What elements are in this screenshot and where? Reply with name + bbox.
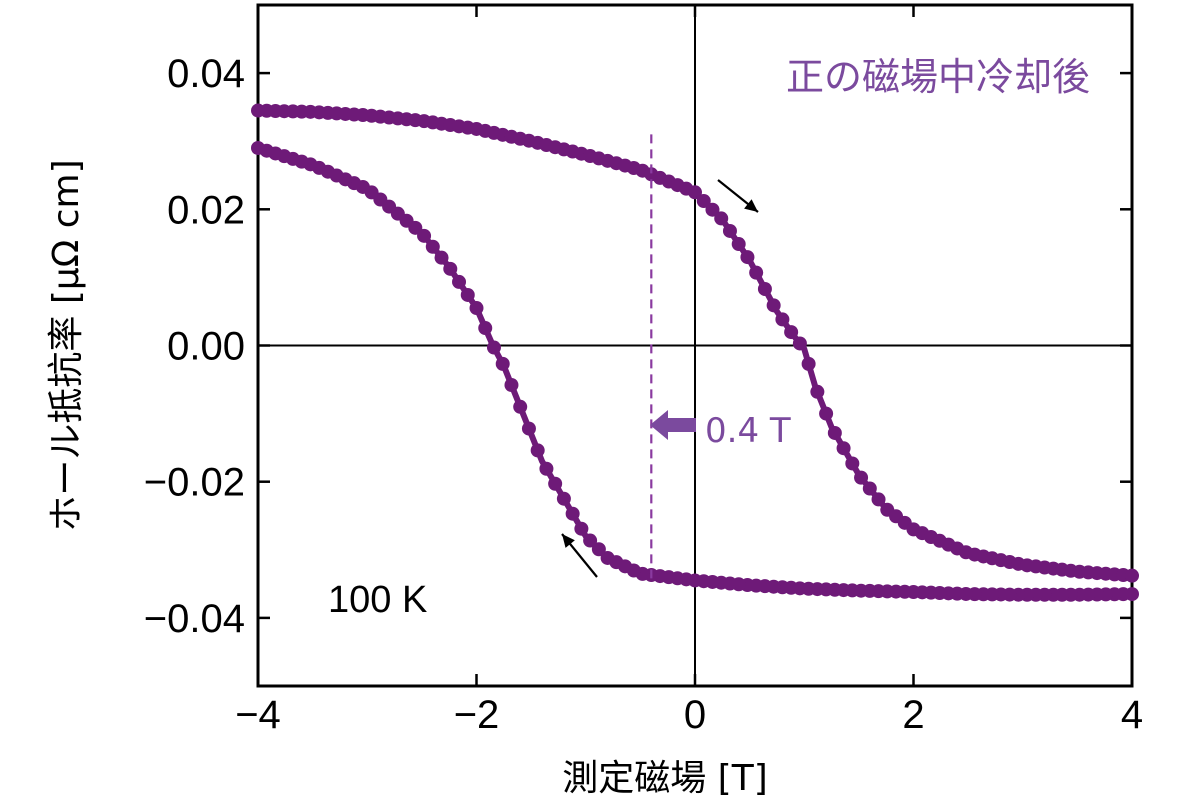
series-2	[251, 141, 1139, 602]
data-point	[521, 421, 536, 436]
series-1	[251, 103, 1139, 583]
data-point	[556, 491, 571, 506]
data-point	[513, 399, 528, 414]
data-point	[251, 141, 265, 156]
data-point	[731, 237, 746, 252]
data-point	[460, 287, 475, 302]
y-tick-label: −0.04	[144, 597, 245, 641]
x-tick-label: −4	[235, 693, 281, 737]
data-point	[749, 265, 764, 280]
x-tick-label: 2	[902, 693, 924, 737]
data-point	[443, 261, 458, 276]
shift-label: 0.4 T	[705, 411, 791, 451]
data-point	[504, 377, 519, 392]
data-point	[530, 443, 545, 458]
x-tick-label: 4	[1121, 693, 1143, 737]
chart-marks: −4 −2 0 2 4 −0.04 −0.02 0.00 0.02 0.04 測定磁場 [T] ホール…	[46, 3, 1143, 799]
data-point	[722, 223, 737, 238]
data-point	[792, 336, 807, 351]
data-point	[495, 356, 510, 371]
data-point	[801, 356, 816, 371]
data-point	[600, 550, 615, 565]
shift-arrow-icon	[650, 410, 696, 440]
data-point	[565, 506, 580, 521]
y-tick-label: 0.00	[167, 325, 245, 369]
data-point	[740, 250, 755, 265]
data-point	[478, 321, 493, 336]
data-point	[810, 384, 825, 399]
arrow-head-icon	[744, 199, 758, 212]
data-point	[452, 274, 467, 289]
sweep-down-arrow	[717, 179, 759, 213]
data-point	[583, 533, 598, 548]
y-tick-label: −0.02	[144, 461, 245, 505]
data-point	[871, 492, 886, 507]
data-point	[705, 202, 720, 217]
data-point	[469, 301, 484, 316]
data-point	[714, 211, 729, 226]
data-point	[591, 542, 606, 557]
chart-overlay: 0.4 T 正の磁場中冷却後 100 K	[328, 55, 1090, 621]
data-point	[784, 325, 799, 340]
data-point	[539, 461, 554, 476]
data-point	[845, 456, 860, 471]
data-point	[836, 441, 851, 456]
data-point	[819, 406, 834, 421]
y-axis-title: ホール抵抗率 [μΩ cm]	[46, 159, 87, 531]
y-tick-label: 0.04	[167, 52, 245, 96]
sweep-up-arrow	[561, 533, 598, 578]
data-point	[486, 340, 501, 355]
data-point	[827, 425, 842, 440]
data-point	[775, 312, 790, 327]
data-point	[574, 521, 589, 536]
x-tick-label: −2	[454, 693, 500, 737]
data-point	[425, 239, 440, 254]
data-point	[854, 470, 869, 485]
temperature-label: 100 K	[328, 579, 427, 621]
x-axis-title: 測定磁場 [T]	[562, 758, 768, 799]
data-point	[548, 476, 563, 491]
data-point	[766, 298, 781, 313]
x-tick-label: 0	[684, 693, 706, 737]
data-point	[1125, 568, 1139, 583]
data-point	[696, 193, 711, 208]
data-point	[688, 185, 702, 200]
data-point	[862, 481, 877, 496]
data-point	[434, 250, 449, 265]
condition-label: 正の磁場中冷却後	[786, 55, 1090, 99]
data-point	[757, 281, 772, 296]
arrow-head-icon	[562, 534, 575, 548]
y-tick-label: 0.02	[167, 188, 245, 232]
